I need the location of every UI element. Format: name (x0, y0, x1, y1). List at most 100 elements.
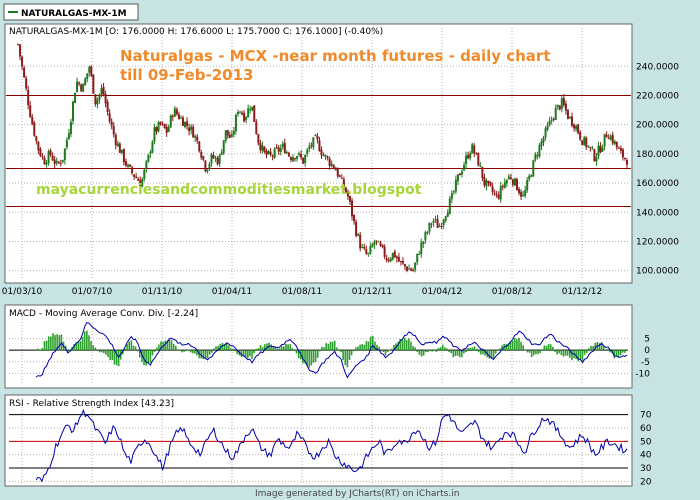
price-y-tick: 180.0000 (636, 150, 679, 160)
candle-body (76, 81, 79, 92)
candle-body (587, 145, 590, 147)
macd-hist-bar (151, 350, 154, 356)
candle-body (108, 113, 111, 122)
x-tick: 01/12/11 (352, 287, 392, 297)
candle-body (86, 73, 89, 79)
macd-hist-bar (378, 346, 380, 351)
candle-body (526, 180, 529, 191)
price-hlines (6, 94, 631, 207)
symbol-tab[interactable] (3, 3, 139, 21)
candle-body (583, 137, 586, 145)
macd-hist-bar (621, 350, 624, 353)
candle-body (141, 178, 144, 187)
candle-body (186, 121, 189, 127)
macd-hist-bar (230, 348, 232, 351)
macd-hist-bar (181, 350, 183, 353)
candle-body (273, 148, 276, 158)
candle-body (19, 44, 22, 57)
macd-hist-bar (43, 341, 46, 351)
macd-hist-bar (410, 341, 412, 351)
candle-body (534, 154, 537, 160)
macd-hist-bar (435, 350, 438, 352)
macd-hist-bar (532, 350, 535, 356)
macd-hist-bar (236, 350, 239, 355)
footer-credit: Image generated by JCharts(RT) on iChart… (255, 489, 459, 499)
candle-body (257, 134, 260, 144)
macd-hist-bar (467, 348, 469, 351)
candle-body (448, 198, 451, 214)
macd-histogram (35, 330, 628, 368)
candle-body (607, 138, 610, 140)
macd-hist-bar (581, 350, 584, 361)
candle-body (259, 143, 262, 151)
macd-hist-bar (530, 350, 533, 358)
candle-body (314, 135, 317, 137)
macd-hist-bar (289, 344, 291, 351)
macd-hist-bar (624, 350, 626, 353)
candle-body (511, 179, 514, 185)
macd-hist-bar (539, 350, 541, 354)
candle-body (29, 105, 32, 118)
macd-hist-bar (388, 349, 391, 351)
macd-hist-bar (202, 350, 205, 359)
candle-body (47, 151, 50, 164)
candle-body (456, 174, 459, 182)
candle-body (603, 133, 606, 147)
candle-body (544, 128, 547, 138)
macd-hist-bar (316, 350, 319, 358)
candle-body (151, 141, 154, 153)
candle-body (112, 126, 115, 135)
macd-hist-bar (541, 349, 544, 351)
candle-body (589, 146, 592, 148)
candle-body (324, 154, 327, 157)
macd-hist-bar (223, 344, 226, 351)
candle-body (518, 189, 521, 194)
macd-hist-bar (338, 349, 340, 351)
candle-body (577, 124, 580, 134)
candle-body (369, 246, 372, 254)
candle-body (287, 152, 290, 157)
candle-body (57, 162, 60, 164)
watermark: mayacurrenciesandcommoditiesmarket.blogs… (36, 182, 422, 198)
candle-body (434, 219, 437, 221)
candle-body (239, 111, 242, 113)
candle-body (542, 137, 545, 143)
macd-hist-bar (333, 340, 336, 351)
candle-body (546, 125, 549, 130)
candle-body (285, 151, 288, 154)
candle-body (509, 177, 512, 179)
macd-hist-bar (346, 350, 349, 368)
macd-hist-bar (420, 350, 423, 357)
macd-hist-bar (153, 350, 156, 352)
candle-body (623, 157, 626, 159)
macd-hist-bar (446, 348, 448, 351)
candle-body (548, 120, 551, 126)
macd-hist-bar (251, 350, 253, 360)
macd-hist-bar (492, 350, 495, 359)
macd-hist-bar (96, 350, 99, 351)
macd-hist-bar (113, 350, 116, 365)
chart-title: Naturalgas - MCX -near month futures - d… (120, 47, 551, 65)
candle-body (116, 143, 119, 147)
candle-body (412, 270, 415, 272)
candle-body (395, 256, 398, 259)
candle-body (477, 152, 480, 166)
candle-body (310, 145, 313, 147)
candle-body (538, 145, 541, 157)
candle-body (381, 244, 384, 247)
candle-body (261, 145, 264, 151)
macd-hist-bar (227, 345, 230, 351)
macd-hist-bar (401, 339, 404, 351)
macd-hist-bar (306, 350, 308, 366)
candle-body (507, 176, 510, 180)
macd-hist-bar (287, 344, 289, 351)
candle-body (560, 98, 563, 110)
macd-hist-bar (291, 348, 294, 351)
macd-hist-bar (509, 341, 512, 351)
macd-hist-bar (361, 344, 364, 351)
macd-hist-bar (145, 350, 147, 366)
candle-body (530, 175, 533, 177)
macd-hist-bar (393, 345, 395, 351)
candle-body (463, 164, 466, 171)
candle-body (355, 221, 358, 236)
